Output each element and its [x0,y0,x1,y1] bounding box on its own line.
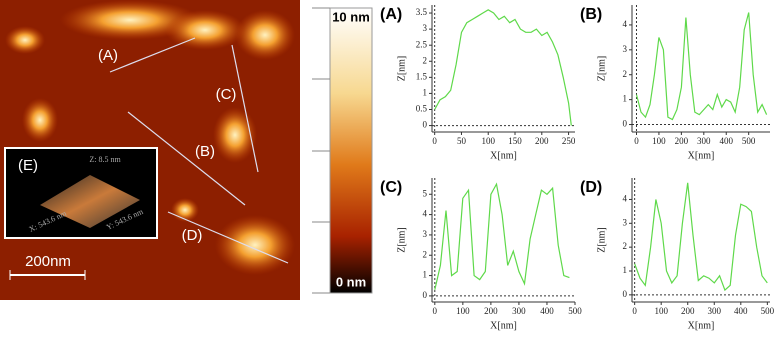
plot-title: (B) [580,6,602,23]
x-axis-label: X[nm] [490,320,517,331]
x-tick-label: 300 [708,306,722,316]
y-axis-label: Z[nm] [396,227,407,253]
x-tick-label: 400 [734,306,748,316]
profile-line [434,9,572,126]
x-axis-label: X[nm] [688,320,715,331]
profile-line [434,182,570,290]
inset-axis: Z: 8.5 nm [89,155,121,164]
y-tick-label: 3.5 [416,7,428,17]
colorbar-label: 0 nm [336,274,366,289]
y-tick-label: 1 [423,87,428,97]
afm-image: (A) (B) (C) (D) (E) Z: 8.5 nm X: 543.6 n… [0,0,300,300]
x-tick-label: 200 [484,306,498,316]
x-tick-label: 200 [675,136,689,146]
plot-title: (A) [380,6,402,23]
plot-title: (C) [380,179,402,196]
x-tick-label: 300 [697,136,711,146]
x-tick-label: 500 [742,136,756,146]
plot-title: (D) [580,179,602,196]
y-tick-label: 4 [423,209,428,219]
y-tick-label: 0 [423,290,428,300]
x-tick-label: 50 [457,136,467,146]
inset-label: (E) [18,157,38,174]
profiles: (A)Z[nm]X[nm]00.511.522.533.50 50 100 150 20… [380,5,775,331]
y-tick-label: 1.5 [416,71,428,81]
profile-line [634,182,768,292]
y-tick-label: 3 [623,44,628,54]
y-tick-label: 2 [623,69,628,79]
x-axis-label: X[nm] [688,150,715,161]
y-tick-label: 1 [623,94,628,104]
y-tick-label: 0 [623,289,628,299]
colorbar-label: 10 nm [332,9,370,24]
y-tick-label: 3 [623,217,628,227]
line-label: (C) [216,86,237,103]
x-tick-label: 300 [512,306,526,316]
x-tick-label: 150 [508,136,522,146]
y-tick-label: 1 [423,270,428,280]
y-tick-label: 2 [423,55,428,65]
x-tick-label: 100 [456,306,470,316]
x-tick-label: 100 [654,306,668,316]
line-label: (B) [195,143,215,160]
x-tick-label: 200 [535,136,549,146]
y-axis-label: Z[nm] [596,56,607,82]
x-axis-label: X[nm] [490,150,517,161]
y-tick-label: 0 [423,120,428,130]
y-axis-label: Z[nm] [596,227,607,253]
x-tick-label: 100 [481,136,495,146]
y-tick-label: 3 [423,23,428,33]
y-tick-label: 0.5 [416,104,428,114]
x-tick-label: 400 [719,136,733,146]
line-label: (D) [182,227,203,244]
x-tick-label: 400 [540,306,554,316]
y-tick-label: 0 [623,119,628,129]
x-tick-label: 250 [562,136,576,146]
colorbar: 10 nm 0 nm [312,7,373,294]
y-tick-label: 5 [423,188,428,198]
x-tick-label: 0 [634,136,639,146]
y-tick-label: 2.5 [416,39,428,49]
x-tick-label: 100 [652,136,666,146]
y-tick-label: 1 [623,265,628,275]
profile-line [635,12,768,121]
line-label: (A) [98,47,118,64]
x-tick-label: 500 [568,306,582,316]
x-tick-label: 0 [432,136,437,146]
y-tick-label: 2 [623,241,628,251]
scale-bar-label: 200nm [25,253,71,270]
x-tick-label: 0 [433,306,438,316]
y-tick-label: 4 [623,19,628,29]
x-tick-label: 200 [681,306,695,316]
y-tick-label: 4 [623,194,628,204]
x-tick-label: 500 [761,306,775,316]
y-tick-label: 2 [423,249,428,259]
y-axis-label: Z[nm] [396,56,407,82]
x-tick-label: 0 [632,306,637,316]
y-tick-label: 3 [423,229,428,239]
